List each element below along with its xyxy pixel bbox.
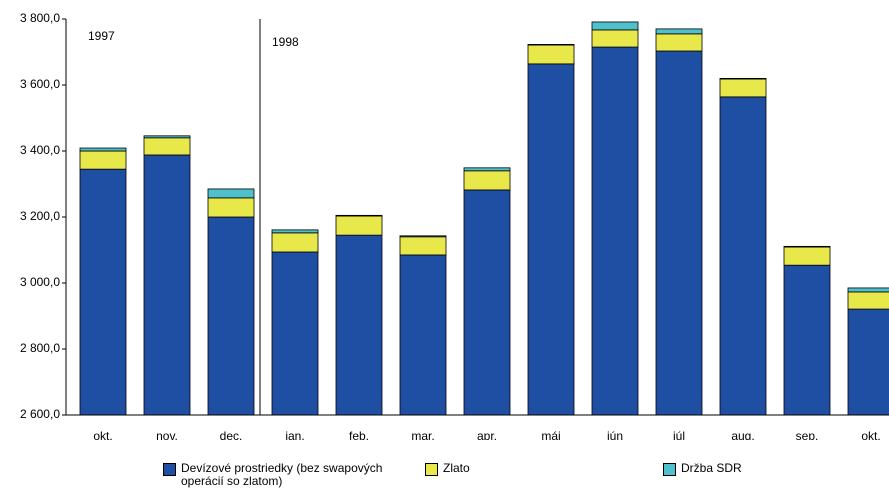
x-tick-label: aug. xyxy=(731,429,754,440)
bar-segment xyxy=(655,28,703,35)
legend-label: Devízové prostriedky (bez swapových oper… xyxy=(181,461,383,488)
annotation: 1997 xyxy=(88,29,115,43)
x-tick-label: okt. xyxy=(93,429,112,440)
bar-segment xyxy=(335,214,383,217)
chart: 1997 1998 2 600,0 2 800,0 3 000,0 3 200,0 3 … xyxy=(20,11,889,443)
bar-segment xyxy=(847,291,889,310)
bar-segment xyxy=(527,44,575,46)
bar-segment xyxy=(719,96,767,416)
legend-label: Držba SDR xyxy=(681,461,742,475)
legend-item: Držba SDR xyxy=(663,462,742,476)
x-tick-label: júl xyxy=(672,429,685,440)
y-tick-label: 3 200,0 xyxy=(20,209,60,223)
bar-segment xyxy=(207,188,255,199)
bar-segment xyxy=(783,246,831,266)
bar-segment xyxy=(207,216,255,416)
y-tick-label: 2 800,0 xyxy=(20,341,60,355)
y-tick-label: 3 400,0 xyxy=(20,143,60,157)
bar-segment xyxy=(783,264,831,416)
bar-segment xyxy=(143,137,191,156)
x-tick-label: dec. xyxy=(220,429,243,440)
x-tick-label: nov. xyxy=(156,429,178,440)
bar-segment xyxy=(143,135,191,139)
bar-segment xyxy=(655,50,703,416)
bar-segment xyxy=(399,236,447,256)
bar-segment xyxy=(527,63,575,416)
legend-item: Zlato xyxy=(425,462,470,476)
bar-segment xyxy=(783,245,831,248)
bar-segment xyxy=(591,29,639,48)
bar-segment xyxy=(719,78,767,98)
y-tick-label: 3 600,0 xyxy=(20,77,60,91)
y-tick-label: 3 800,0 xyxy=(20,11,60,25)
bar-segment xyxy=(335,234,383,416)
x-tick-label: jún xyxy=(606,429,623,440)
x-tick-label: feb. xyxy=(349,429,369,440)
bar-segment xyxy=(271,229,319,234)
bar-segment xyxy=(847,308,889,416)
bar-segment xyxy=(335,215,383,236)
bar-segment xyxy=(271,232,319,253)
legend-item: Devízové prostriedky (bez swapových oper… xyxy=(163,462,413,488)
bar-segment xyxy=(463,167,511,172)
bar-segment xyxy=(271,251,319,416)
bar-segment xyxy=(591,46,639,416)
legend-label: Zlato xyxy=(443,461,470,475)
bar-segment xyxy=(79,168,127,416)
x-tick-label: sep. xyxy=(796,429,819,440)
bar-segment xyxy=(527,44,575,65)
bar-segment xyxy=(143,154,191,416)
x-tick-label: jan. xyxy=(284,429,304,440)
x-tick-label: máj xyxy=(541,429,560,440)
annotation: 1998 xyxy=(272,35,299,49)
bar-segment xyxy=(847,287,889,293)
bar-segment xyxy=(463,189,511,416)
legend-swatch xyxy=(163,463,176,476)
bar-segment xyxy=(399,254,447,416)
bar-segment xyxy=(399,235,447,238)
legend-swatch xyxy=(663,463,676,476)
bar-segment xyxy=(79,147,127,152)
bar-segment xyxy=(591,21,639,31)
x-tick-label: mar. xyxy=(411,429,434,440)
x-tick-label: apr. xyxy=(477,429,497,440)
legend-swatch xyxy=(425,463,438,476)
y-tick-label: 2 600,0 xyxy=(20,407,60,421)
bar-segment xyxy=(79,150,127,170)
bar-segment xyxy=(463,170,511,191)
bar-segment xyxy=(207,197,255,218)
bar-segment xyxy=(719,78,767,80)
bar-segment xyxy=(655,33,703,52)
x-tick-label: okt. xyxy=(861,429,880,440)
y-tick-label: 3 000,0 xyxy=(20,275,60,289)
